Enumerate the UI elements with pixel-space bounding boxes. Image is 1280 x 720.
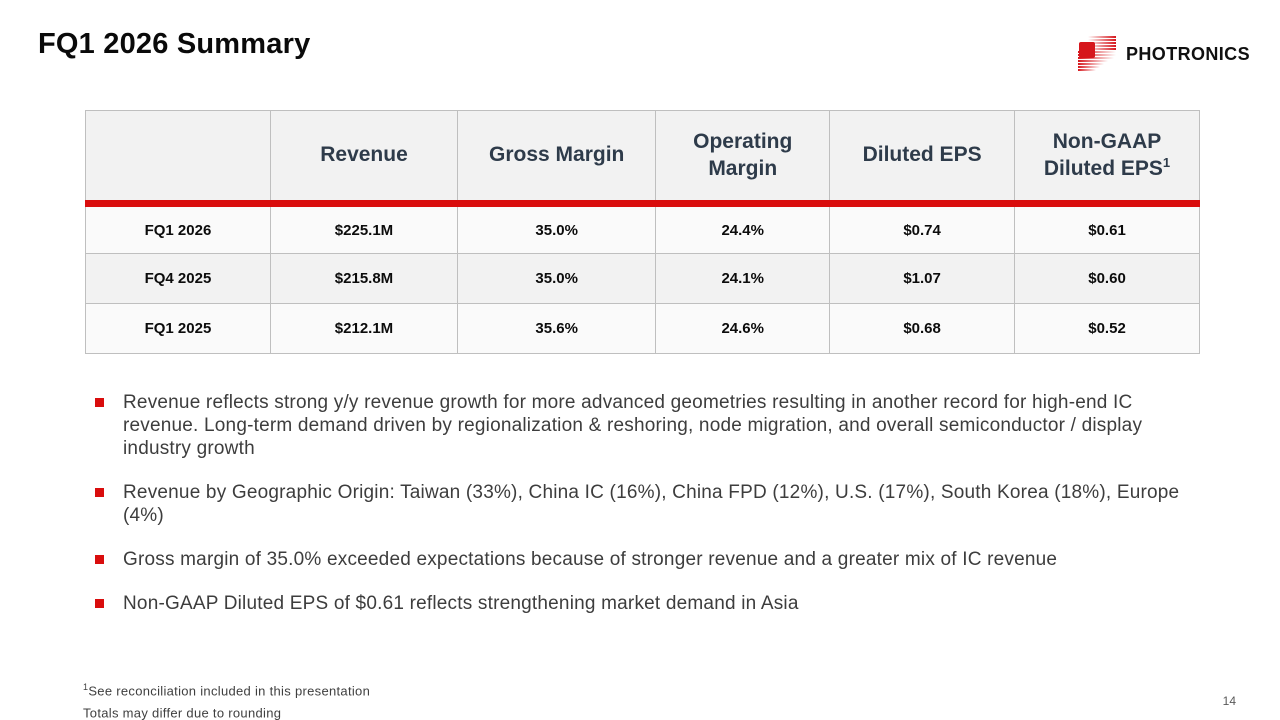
table-cell: $225.1M <box>269 203 459 254</box>
table-header-diluted-eps: Diluted EPS <box>829 110 1016 207</box>
table-header-gross-margin: Gross Margin <box>457 110 657 207</box>
table-header-operating-margin: Operating Margin <box>655 110 831 207</box>
table-cell: $0.68 <box>829 303 1016 354</box>
table-header-revenue: Revenue <box>269 110 459 207</box>
page-number: 14 <box>1222 694 1236 708</box>
footnote-line: 1See reconciliation included in this pre… <box>83 682 371 699</box>
table-cell: $0.52 <box>1014 303 1200 354</box>
table-cell: 24.1% <box>655 253 831 304</box>
footnote-ref: 1 <box>1162 155 1171 170</box>
page-title: FQ1 2026 Summary <box>38 28 311 60</box>
highlights-list: Revenue reflects strong y/y revenue grow… <box>95 391 1195 636</box>
table-cell: $0.74 <box>829 203 1016 254</box>
table-cell: 24.4% <box>655 203 831 254</box>
bullet-text: Revenue reflects strong y/y revenue grow… <box>123 392 1143 459</box>
table-header-row: Revenue Gross Margin Operating Margin Di… <box>85 110 1200 207</box>
table-row: FQ4 2025 $215.8M 35.0% 24.1% $1.07 $0.60 <box>85 253 1200 304</box>
footnotes: 1See reconciliation included in this pre… <box>83 678 370 720</box>
table-cell: $212.1M <box>269 303 459 354</box>
list-item: Gross margin of 35.0% exceeded expectati… <box>95 548 1195 571</box>
table-cell: 35.0% <box>457 203 657 254</box>
footnote-line: Totals may differ due to rounding <box>83 705 282 720</box>
table-cell: $1.07 <box>829 253 1016 304</box>
row-label: FQ4 2025 <box>85 253 271 304</box>
logo-company-name: PHOTRONICS <box>1125 43 1250 64</box>
table-cell: $0.61 <box>1014 203 1200 254</box>
list-item: Revenue reflects strong y/y revenue grow… <box>95 391 1195 460</box>
table-header-blank <box>85 110 271 207</box>
photronics-logo-icon <box>1077 36 1116 71</box>
bullet-text: Revenue by Geographic Origin: Taiwan (33… <box>123 482 1180 526</box>
bullet-text: Gross margin of 35.0% exceeded expectati… <box>123 549 1058 570</box>
financial-summary-table: Revenue Gross Margin Operating Margin Di… <box>85 110 1200 354</box>
list-item: Non-GAAP Diluted EPS of $0.61 reflects s… <box>95 592 1195 615</box>
table-cell: 35.0% <box>457 253 657 304</box>
table-header-non-gaap-diluted-eps: Non-GAAP Diluted EPS1 <box>1014 110 1200 207</box>
table-cell: 35.6% <box>457 303 657 354</box>
table-row: FQ1 2025 $212.1M 35.6% 24.6% $0.68 $0.52 <box>85 303 1200 354</box>
row-label: FQ1 2025 <box>85 303 271 354</box>
bullet-square-icon <box>95 555 104 564</box>
list-item: Revenue by Geographic Origin: Taiwan (33… <box>95 481 1195 527</box>
bullet-square-icon <box>95 488 104 497</box>
table-cell: $215.8M <box>269 253 459 304</box>
table-row: FQ1 2026 $225.1M 35.0% 24.4% $0.74 $0.61 <box>85 203 1200 254</box>
table-cell: 24.6% <box>655 303 831 354</box>
bullet-square-icon <box>95 398 104 407</box>
bullet-text: Non-GAAP Diluted EPS of $0.61 reflects s… <box>123 593 799 614</box>
table-cell: $0.60 <box>1014 253 1200 304</box>
bullet-square-icon <box>95 599 104 608</box>
photronics-logo: PHOTRONICS <box>1076 36 1250 72</box>
row-label: FQ1 2026 <box>85 203 271 254</box>
